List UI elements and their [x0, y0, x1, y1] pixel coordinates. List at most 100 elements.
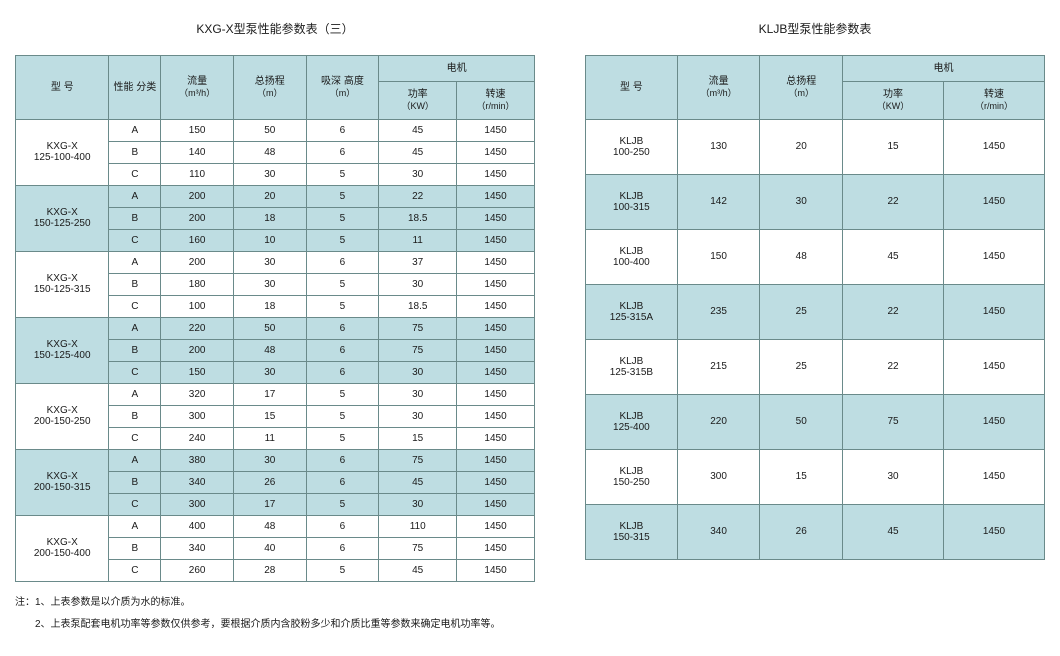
data-cell: 30	[233, 449, 306, 471]
data-cell: B	[109, 207, 161, 229]
data-cell: A	[109, 251, 161, 273]
data-cell: 45	[379, 119, 457, 141]
hdr-motor: 电机	[379, 56, 535, 82]
data-cell: 26	[760, 504, 843, 559]
data-cell: 25	[760, 284, 843, 339]
data-cell: 50	[233, 317, 306, 339]
data-cell: 50	[760, 394, 843, 449]
table-row: KXG-X200-150-400A4004861101450	[16, 515, 535, 537]
data-cell: 5	[306, 383, 379, 405]
data-cell: C	[109, 163, 161, 185]
data-cell: 20	[233, 185, 306, 207]
model-cell: KXG-X150-125-250	[16, 185, 109, 251]
data-cell: 200	[161, 207, 234, 229]
kljb-section: KLJB型泵性能参数表 型 号 流量（m³/h） 总扬程（m） 电机 功率（KW…	[585, 20, 1045, 636]
model-cell: KXG-X125-100-400	[16, 119, 109, 185]
data-cell: B	[109, 405, 161, 427]
data-cell: 5	[306, 207, 379, 229]
data-cell: 75	[379, 449, 457, 471]
model-cell: KXG-X150-125-315	[16, 251, 109, 317]
data-cell: 160	[161, 229, 234, 251]
note-2: 2、上表泵配套电机功率等参数仅供参考，要根据介质内含胶粉多少和介质比重等参数来确…	[15, 614, 535, 636]
hdr-motor-r: 电机	[843, 56, 1045, 82]
data-cell: 1450	[457, 537, 535, 559]
data-cell: 30	[843, 449, 944, 504]
data-cell: 11	[233, 427, 306, 449]
model-cell: KXG-X200-150-315	[16, 449, 109, 515]
data-cell: 215	[677, 339, 760, 394]
model-cell: KLJB100-315	[586, 174, 678, 229]
data-cell: 1450	[943, 394, 1044, 449]
data-cell: C	[109, 361, 161, 383]
data-cell: 37	[379, 251, 457, 273]
data-cell: 300	[161, 405, 234, 427]
data-cell: 15	[379, 427, 457, 449]
data-cell: 30	[233, 273, 306, 295]
table-row: KXG-X150-125-400A220506751450	[16, 317, 535, 339]
data-cell: 30	[379, 273, 457, 295]
data-cell: 1450	[943, 119, 1044, 174]
model-cell: KLJB125-315A	[586, 284, 678, 339]
data-cell: 1450	[457, 471, 535, 493]
data-cell: 200	[161, 339, 234, 361]
data-cell: C	[109, 295, 161, 317]
data-cell: B	[109, 339, 161, 361]
data-cell: A	[109, 317, 161, 339]
data-cell: 5	[306, 559, 379, 581]
model-cell: KXG-X200-150-400	[16, 515, 109, 581]
table-row: KLJB125-315A23525221450	[586, 284, 1045, 339]
data-cell: 48	[233, 515, 306, 537]
data-cell: 6	[306, 515, 379, 537]
data-cell: C	[109, 229, 161, 251]
data-cell: 18.5	[379, 207, 457, 229]
data-cell: 340	[161, 471, 234, 493]
data-cell: 30	[379, 361, 457, 383]
data-cell: 30	[233, 361, 306, 383]
data-cell: 340	[677, 504, 760, 559]
model-cell: KXG-X200-150-250	[16, 383, 109, 449]
hdr-suction: 吸深 高度（m）	[306, 56, 379, 120]
table-row: KLJB150-25030015301450	[586, 449, 1045, 504]
data-cell: 1450	[457, 493, 535, 515]
table-row: KLJB100-40015048451450	[586, 229, 1045, 284]
data-cell: 75	[379, 537, 457, 559]
data-cell: 45	[379, 471, 457, 493]
note-1: 注：1、上表参数是以介质为水的标准。	[15, 592, 535, 614]
data-cell: 40	[233, 537, 306, 559]
data-cell: 1450	[457, 339, 535, 361]
table-row: KXG-X125-100-400A150506451450	[16, 119, 535, 141]
data-cell: 1450	[457, 449, 535, 471]
model-cell: KLJB150-250	[586, 449, 678, 504]
data-cell: 1450	[943, 449, 1044, 504]
data-cell: 75	[379, 339, 457, 361]
data-cell: 1450	[457, 317, 535, 339]
model-cell: KLJB100-250	[586, 119, 678, 174]
data-cell: 110	[379, 515, 457, 537]
data-cell: 1450	[457, 163, 535, 185]
model-cell: KLJB125-400	[586, 394, 678, 449]
data-cell: 220	[161, 317, 234, 339]
data-cell: 17	[233, 383, 306, 405]
data-cell: 100	[161, 295, 234, 317]
table-row: KLJB125-40022050751450	[586, 394, 1045, 449]
data-cell: 6	[306, 537, 379, 559]
data-cell: A	[109, 449, 161, 471]
data-cell: 30	[379, 163, 457, 185]
data-cell: 6	[306, 449, 379, 471]
kxg-x-table: 型 号 性能 分类 流量（m³/h） 总扬程（m） 吸深 高度（m） 电机 功率…	[15, 55, 535, 582]
data-cell: 26	[233, 471, 306, 493]
data-cell: 1450	[943, 229, 1044, 284]
data-cell: 6	[306, 317, 379, 339]
data-cell: 22	[843, 174, 944, 229]
data-cell: C	[109, 559, 161, 581]
data-cell: 1450	[457, 427, 535, 449]
table-row: KXG-X200-150-250A320175301450	[16, 383, 535, 405]
data-cell: 5	[306, 229, 379, 251]
data-cell: 180	[161, 273, 234, 295]
data-cell: 1450	[943, 284, 1044, 339]
data-cell: 140	[161, 141, 234, 163]
data-cell: 22	[379, 185, 457, 207]
model-cell: KLJB100-400	[586, 229, 678, 284]
data-cell: 18	[233, 295, 306, 317]
data-cell: 45	[843, 229, 944, 284]
